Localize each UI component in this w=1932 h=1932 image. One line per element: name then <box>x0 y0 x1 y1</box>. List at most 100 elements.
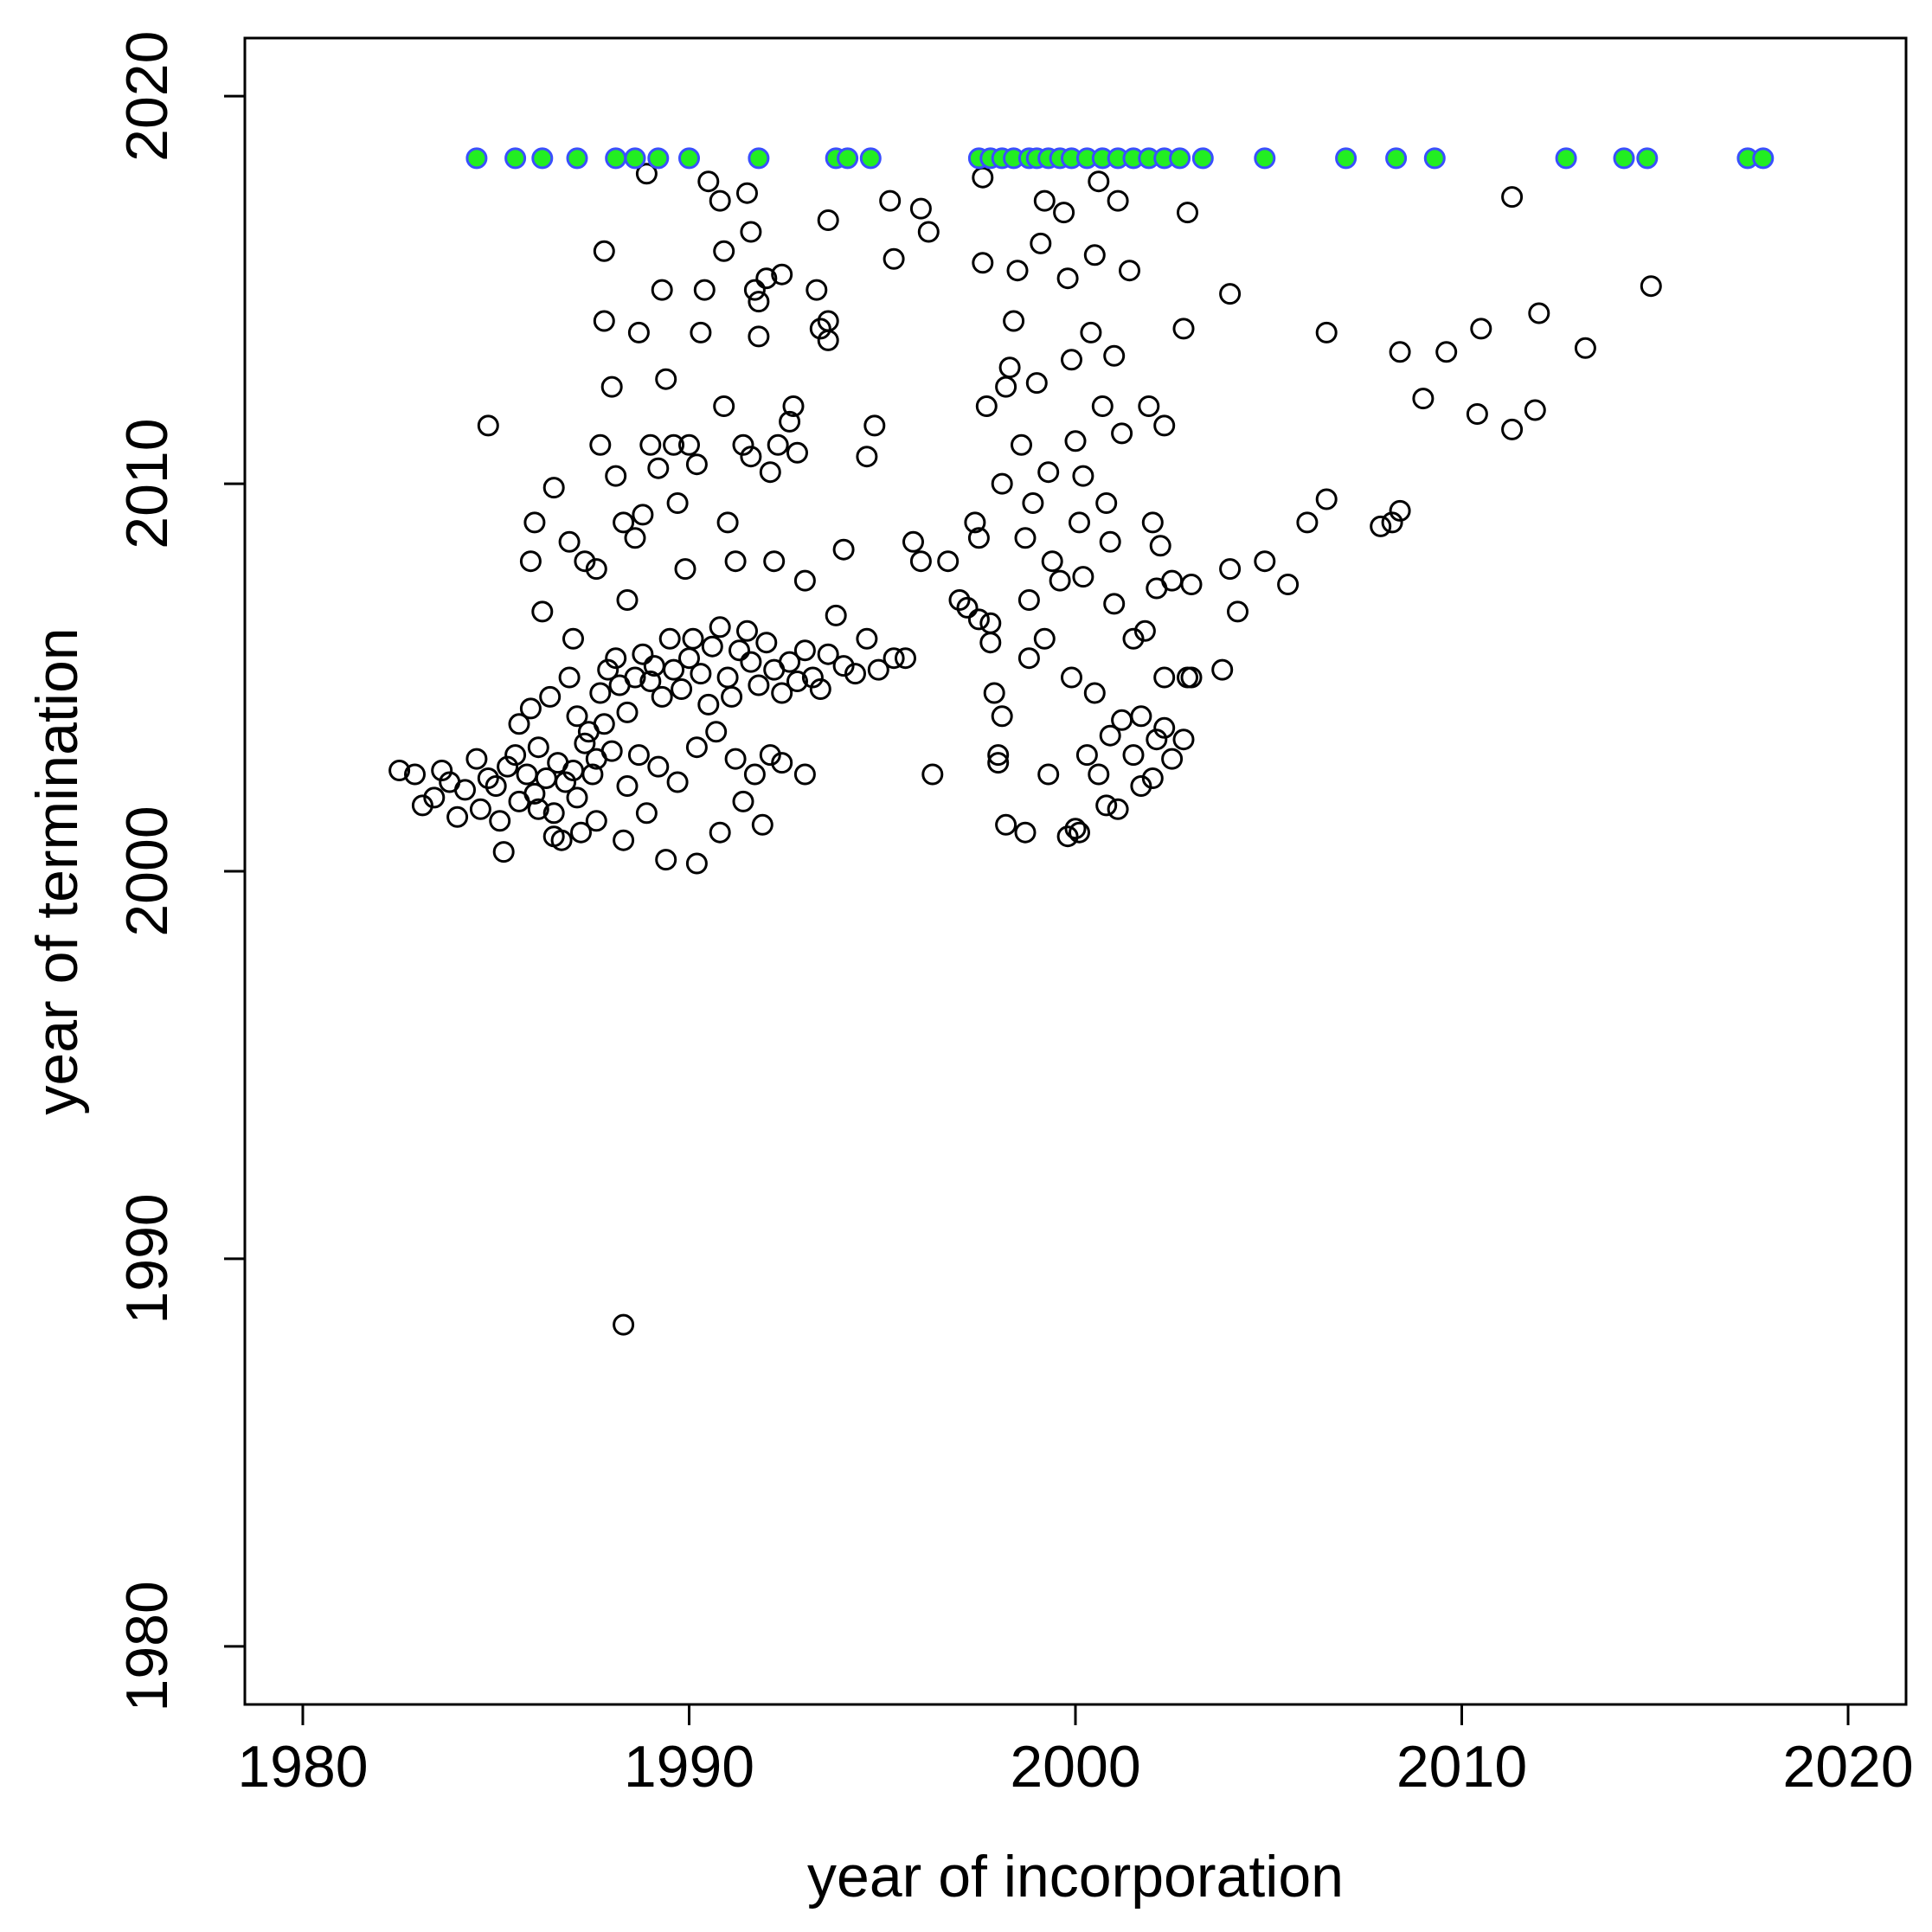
terminated-point <box>867 658 889 681</box>
terminated-point <box>1640 275 1662 298</box>
terminated-point <box>967 527 990 549</box>
terminated-point <box>1099 530 1121 553</box>
terminated-point <box>779 651 801 673</box>
terminated-point <box>1014 527 1037 549</box>
terminated-point <box>724 550 747 573</box>
active-point <box>1335 147 1358 170</box>
terminated-point <box>809 318 831 340</box>
terminated-point <box>1528 302 1550 324</box>
terminated-point <box>1091 395 1114 417</box>
terminated-point <box>1254 550 1276 573</box>
active-point <box>1191 147 1214 170</box>
terminated-point <box>616 589 639 611</box>
terminated-point <box>1180 574 1203 595</box>
terminated-point <box>1389 499 1411 522</box>
terminated-point <box>685 453 708 476</box>
terminated-point <box>697 693 720 716</box>
terminated-point <box>613 1313 635 1336</box>
active-point <box>504 147 527 170</box>
terminated-point <box>1122 744 1145 767</box>
terminated-point <box>666 492 689 514</box>
terminated-point <box>655 849 677 871</box>
terminated-point <box>948 589 971 611</box>
terminated-point <box>1049 569 1071 592</box>
terminated-point <box>987 752 1010 774</box>
terminated-point <box>721 685 743 708</box>
terminated-point <box>987 744 1010 767</box>
terminated-point <box>740 651 762 673</box>
terminated-point <box>1412 388 1435 410</box>
terminated-point <box>1022 492 1044 514</box>
terminated-point <box>1130 775 1152 797</box>
terminated-point <box>1211 658 1234 681</box>
terminated-point <box>998 356 1021 379</box>
terminated-point <box>705 721 728 743</box>
active-point <box>465 147 488 170</box>
terminated-point <box>793 763 816 786</box>
terminated-point <box>991 705 1013 728</box>
terminated-point <box>1219 558 1242 581</box>
terminated-point <box>782 395 805 417</box>
terminated-point <box>1111 422 1133 445</box>
terminated-point <box>616 775 639 797</box>
terminated-point <box>1277 574 1300 595</box>
points-layer <box>388 147 1775 1336</box>
terminated-point <box>759 744 781 767</box>
terminated-point <box>832 655 855 677</box>
terminated-point <box>497 755 519 778</box>
terminated-point <box>1177 202 1198 224</box>
terminated-point <box>1056 825 1079 848</box>
terminated-point <box>909 550 932 573</box>
terminated-point <box>639 671 662 692</box>
terminated-point <box>1033 189 1056 212</box>
terminated-point <box>1435 341 1458 363</box>
terminated-point <box>477 414 499 437</box>
terminated-point <box>709 821 731 844</box>
terminated-point <box>883 647 905 670</box>
terminated-point <box>1064 818 1087 840</box>
terminated-point <box>713 395 735 417</box>
terminated-point <box>771 263 793 286</box>
terminated-point <box>701 635 723 658</box>
terminated-point <box>732 433 754 456</box>
terminated-point <box>666 771 689 793</box>
terminated-point <box>585 558 607 581</box>
terminated-point <box>446 806 469 828</box>
terminated-point <box>454 779 476 801</box>
terminated-point <box>1107 189 1129 212</box>
terminated-point <box>1501 418 1524 440</box>
terminated-point <box>678 433 700 456</box>
terminated-point <box>539 685 562 708</box>
terminated-point <box>729 639 750 662</box>
terminated-point <box>566 786 588 809</box>
terminated-point <box>1161 748 1184 770</box>
y-tick-label: 2020 <box>114 31 180 162</box>
terminated-point <box>1138 395 1160 417</box>
terminated-point <box>574 550 596 573</box>
terminated-point <box>600 375 623 398</box>
terminated-point <box>1119 260 1140 282</box>
terminated-point <box>589 682 612 704</box>
terminated-point <box>570 821 592 844</box>
terminated-point <box>759 461 781 484</box>
terminated-point <box>671 678 693 700</box>
terminated-point <box>1107 798 1129 820</box>
terminated-point <box>736 182 758 204</box>
terminated-point <box>1083 682 1106 704</box>
terminated-point <box>1172 318 1195 340</box>
active-point <box>566 147 588 170</box>
terminated-point <box>902 530 924 553</box>
active-point <box>647 147 670 170</box>
active-point <box>531 147 554 170</box>
terminated-point <box>566 705 588 728</box>
terminated-point <box>767 433 789 456</box>
terminated-point <box>632 643 654 665</box>
active-point <box>1636 147 1659 170</box>
terminated-point <box>1003 310 1025 332</box>
terminated-point <box>519 697 542 720</box>
terminated-point <box>555 771 577 793</box>
terminated-point <box>685 736 708 759</box>
terminated-point <box>917 221 940 243</box>
terminated-point <box>613 829 635 851</box>
